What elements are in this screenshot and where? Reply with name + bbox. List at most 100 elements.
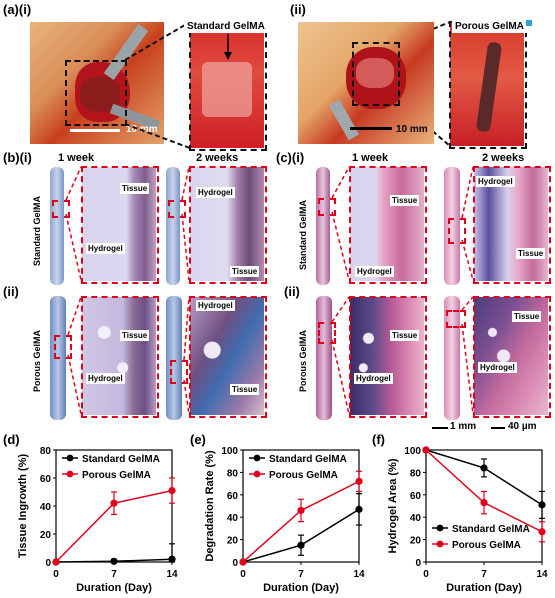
he-section-2w-standard [444,167,460,285]
x-tick-label: 0 [53,569,59,580]
y-tick-label: 0 [232,558,238,569]
panel-c-week1: 1 week [352,152,389,164]
hydrogel-label: Hydrogel [478,362,517,373]
implant-area-porous [356,58,394,88]
tissue-label: Tissue [390,330,420,341]
y-tick-label: 80 [40,446,52,457]
x-tick-label: 14 [353,569,365,580]
tissue-label: Tissue [230,384,260,395]
x-axis-label: Duration (Day) [263,582,339,594]
x-axis-label: Duration (Day) [446,582,522,594]
scale-label-right: 10 mm [396,124,428,135]
hydrogel-label: Hydrogel [86,373,125,384]
tissue-label: Tissue [512,311,542,322]
callout-porous-gelma: Porous GelMA [452,20,527,33]
marker-dot [526,20,532,26]
x-tick-label: 7 [111,569,117,580]
roi-box [168,200,186,218]
legend-marker [253,470,261,478]
legend-marker [66,454,74,462]
panel-b-week2: 2 weeks [196,152,239,164]
data-point [110,499,118,507]
scale-bar-1mm [432,427,448,429]
roi-box [448,218,466,244]
data-point [297,541,305,549]
callout-arrow [224,34,232,60]
y-tick-label: 40 [40,502,52,513]
y-tick-label: 100 [221,446,238,457]
tissue-label: Tissue [230,266,260,277]
trichrome-zoom-frame [189,166,267,284]
data-point [480,464,488,472]
y-axis-label: Tissue Ingrowth (%) [17,454,29,559]
legend-marker [66,470,74,478]
hydrogel-label: Hydrogel [196,300,235,311]
roi-box [52,200,70,218]
he-section-1w-standard [316,167,330,285]
scale-bar-40um [491,427,505,429]
y-tick-label: 100 [404,446,421,457]
zoom-box-porous [352,42,400,106]
chart-hydrogel-area: 0 20 40 60 80 100 0 7 14 Duration (Day) Hydrogel A… [387,446,548,594]
legend-label: Porous GelMA [452,540,521,551]
data-point [168,555,176,563]
trichrome-section-2w-standard [166,167,180,285]
legend-label: Porous GelMA [269,470,338,481]
scale-label-40um: 40 µm [508,421,537,432]
legend-marker [253,454,261,462]
zoom-connectors-bc [65,166,474,415]
panel-b-week1: 1 week [58,152,95,164]
data-point [538,528,546,536]
y-tick-label: 40 [227,513,239,524]
panel-b-label: (b)(i) [3,150,32,165]
surgery-photo-standard [30,22,164,144]
surgery-photo-porous [298,22,434,144]
legend-marker [436,524,444,532]
panel-c-ii-label: (ii) [284,284,300,299]
panel-c-label: (c)(i) [276,150,305,165]
trichrome-zoom-frame [81,166,159,284]
trichrome-zoom-frame [189,296,267,418]
scale-bar [70,129,120,132]
data-point [52,558,60,566]
data-point [480,499,488,507]
panel-b-ii-label: (ii) [3,284,19,299]
hydrogel-label: Hydrogel [196,187,235,198]
y-tick-label: 60 [40,474,52,485]
x-tick-label: 7 [481,569,487,580]
x-tick-label: 14 [536,569,548,580]
panel-e-label: (e) [190,432,206,447]
y-tick-label: 20 [227,536,239,547]
panel-c-week2: 2 weeks [482,152,525,164]
panel-f-label: (f) [372,432,385,447]
trichrome-zoom-2w-standard [190,167,264,281]
scale-bar-right [350,127,392,130]
tissue-label: Tissue [120,183,150,194]
he-zoom-frame [349,296,427,418]
x-tick-label: 7 [298,569,304,580]
data-point [355,477,363,485]
hydrogel-label: Hydrogel [355,266,394,277]
y-tick-label: 20 [40,530,52,541]
trichrome-section-2w-porous [166,296,182,420]
roi-box [318,322,336,344]
hydrogel-label: Hydrogel [476,176,515,187]
legend-label: Standard GelMA [82,454,160,465]
y-tick-label: 80 [227,468,239,479]
y-tick-label: 80 [410,468,422,479]
zoom-photo-standard [190,22,264,148]
he-zoom-frame [349,166,427,284]
callout-standard-gelma: Standard GelMA [184,20,268,33]
panel-a-ii-label: (ii) [290,2,306,17]
y-axis-label: Hydrogel Area (%) [387,458,399,553]
roi-box [170,360,188,384]
hydrogel-label: Hydrogel [354,373,393,384]
tissue-label: Tissue [390,195,420,206]
roi-box [318,198,336,216]
legend-label: Porous GelMA [82,470,151,481]
scale-label-1mm: 1 mm [450,421,477,432]
chart-tissue-ingrowth: 0 20 40 60 80 0 7 14 Duration (Day) Tissue Ingrow… [17,446,178,594]
y-tick-label: 0 [415,558,421,569]
he-zoom-1w-standard [350,167,424,281]
roi-box [54,335,72,359]
